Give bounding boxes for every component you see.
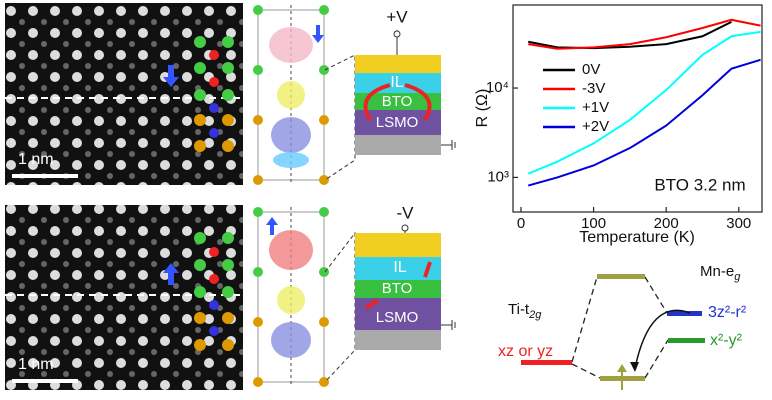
layer-label: IL <box>390 74 403 91</box>
x-tick-label: 100 <box>581 215 606 232</box>
stem-image: 1 nm <box>5 205 243 390</box>
x-tick-label: 300 <box>726 215 751 232</box>
layer-label: LSMO <box>376 114 419 131</box>
legend-label: 0V <box>582 61 600 78</box>
layer-label: BTO <box>382 93 413 110</box>
device: -V IL BTO LSMO <box>324 203 456 383</box>
annotation: BTO 3.2 nm <box>654 175 745 194</box>
legend-label: -3V <box>582 80 605 97</box>
legend-label: +2V <box>582 118 609 135</box>
device: +V IL BTO LSMO <box>324 7 456 181</box>
y-tick-label: 10³ <box>487 168 509 185</box>
layer-label: BTO <box>382 280 413 297</box>
crystal-structure <box>253 5 329 387</box>
orbital-label: x²-y² <box>710 332 743 349</box>
voltage-label: +V <box>386 7 408 26</box>
chart: Temperature (K) R (Ω) BTO 3.2 nm 0 100 200… <box>474 4 763 246</box>
voltage-label: -V <box>397 203 415 222</box>
line-series <box>527 58 761 187</box>
legend-label: +1V <box>582 99 609 116</box>
orbital-label: Ti-t2g <box>508 301 542 321</box>
orbital-label: xz or yz <box>498 343 553 360</box>
scale-bar-label: 1 nm <box>18 151 54 168</box>
layer-label: IL <box>393 259 406 276</box>
y-tick-label: 10⁴ <box>486 79 509 96</box>
x-tick-label: 0 <box>517 215 525 232</box>
line-series <box>528 20 732 50</box>
orbital-label: Mn-eg <box>700 263 741 283</box>
energy-diagram: Mn-eg Ti-t2g 3z²-r² x²-y² xz or yz <box>498 263 747 390</box>
layer-label: LSMO <box>376 309 419 326</box>
scale-bar-label: 1 nm <box>18 356 54 373</box>
line-series <box>527 30 761 175</box>
y-axis-label: R (Ω) <box>474 89 491 128</box>
x-tick-label: 200 <box>654 215 679 232</box>
line-series <box>528 18 761 50</box>
orbital-label: 3z²-r² <box>708 304 747 321</box>
stem-image: 1 nm <box>5 3 243 185</box>
x-axis-label: Temperature (K) <box>579 229 695 246</box>
